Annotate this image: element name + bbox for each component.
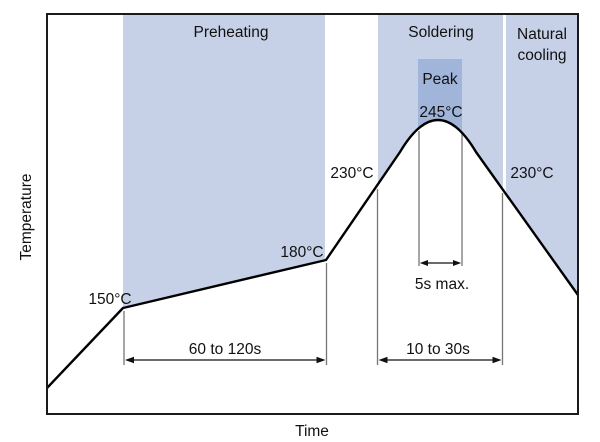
preheat-duration-label: 60 to 120s — [189, 341, 262, 358]
soldering-label: Soldering — [408, 24, 474, 41]
natural-cooling-label-line2: cooling — [517, 47, 566, 64]
temp-150-label: 150°C — [88, 291, 131, 308]
plot-border — [46, 13, 579, 415]
arrowhead-left-peak — [419, 260, 428, 266]
peak-label: Peak — [422, 71, 458, 88]
arrowhead-right-solder — [492, 356, 502, 364]
dimension-arrows — [125, 260, 502, 364]
x-axis-label: Time — [295, 423, 329, 440]
peak-duration-label: 5s max. — [415, 276, 469, 293]
arrowhead-right-preheat — [316, 356, 326, 364]
extension-lines — [123, 131, 504, 365]
preheating-region — [123, 14, 325, 308]
natural-cooling-label-line1: Natural — [517, 26, 567, 43]
preheating-label: Preheating — [194, 24, 269, 41]
arrowhead-right-peak — [453, 260, 462, 266]
arrowhead-left-preheat — [125, 356, 134, 364]
solder-duration-label: 10 to 30s — [406, 341, 470, 358]
y-axis-label: Temperature — [18, 173, 35, 260]
temp-180-label: 180°C — [280, 244, 323, 261]
arrowhead-left-solder — [378, 356, 388, 364]
temp-230-left-label: 230°C — [330, 165, 373, 182]
temperature-curve — [46, 118, 579, 389]
peak-temp-label: 245°C — [419, 104, 462, 121]
natural-cooling-region — [506, 14, 578, 295]
temp-230-right-label: 230°C — [510, 165, 553, 182]
